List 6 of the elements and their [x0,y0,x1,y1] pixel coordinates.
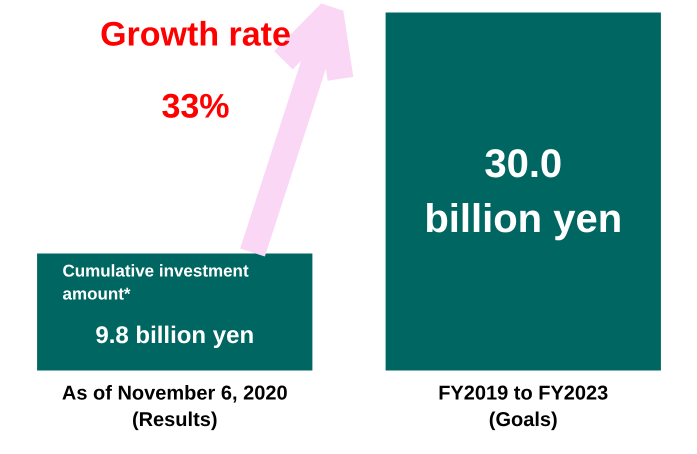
x-tick-label: As of November 6, 2020 (Results) [62,382,288,431]
annotation: Cumulative investment amount* [62,262,249,304]
data-label: 30.0 billion yen [424,142,622,241]
x-tick-label: FY2019 to FY2023 (Goals) [438,382,608,431]
data-label: 9.8 billion yen [95,322,254,349]
annotation: Growth rate 33% [100,15,291,126]
